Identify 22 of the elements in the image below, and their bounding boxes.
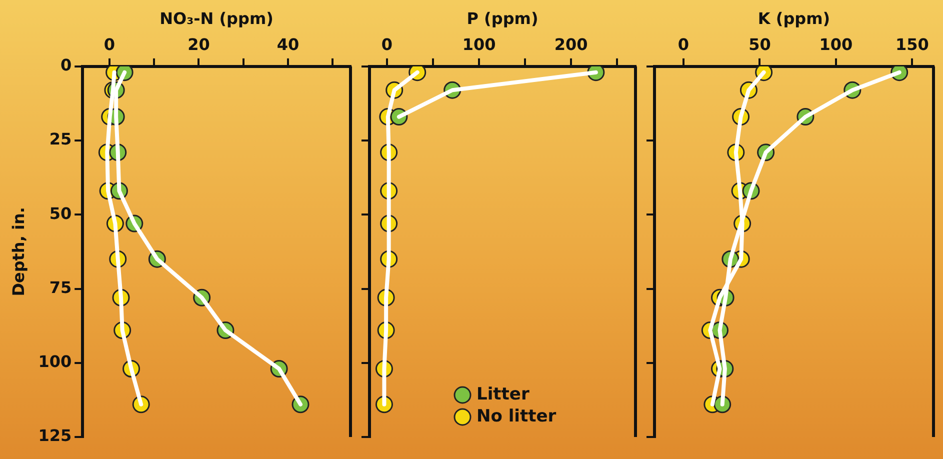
legend-label: Litter bbox=[476, 384, 530, 404]
x-tick-label: 100 bbox=[819, 34, 853, 54]
x-tick-label: 0 bbox=[104, 34, 115, 54]
x-tick-label: 40 bbox=[276, 34, 300, 54]
x-axis-title: K (ppm) bbox=[758, 8, 830, 28]
x-tick-label: 200 bbox=[554, 34, 588, 54]
y-tick-label: 0 bbox=[60, 56, 72, 75]
x-tick-label: 100 bbox=[462, 34, 496, 54]
x-tick-label: 50 bbox=[748, 34, 771, 54]
y-axis-title: Depth, in. bbox=[8, 207, 28, 296]
y-tick-label: 100 bbox=[38, 352, 72, 372]
y-tick-label: 75 bbox=[49, 278, 72, 297]
x-tick-label: 0 bbox=[381, 34, 393, 54]
legend-label: No litter bbox=[476, 406, 557, 426]
x-tick-label: 150 bbox=[895, 34, 929, 54]
y-tick-label: 50 bbox=[49, 204, 72, 223]
y-tick-label: 125 bbox=[38, 426, 72, 446]
x-tick-label: 0 bbox=[678, 34, 690, 54]
x-axis-title: NO₃-N (ppm) bbox=[160, 8, 274, 28]
y-tick-label: 25 bbox=[49, 130, 72, 149]
x-axis-title: P (ppm) bbox=[466, 8, 538, 28]
x-tick-label: 20 bbox=[188, 34, 210, 54]
